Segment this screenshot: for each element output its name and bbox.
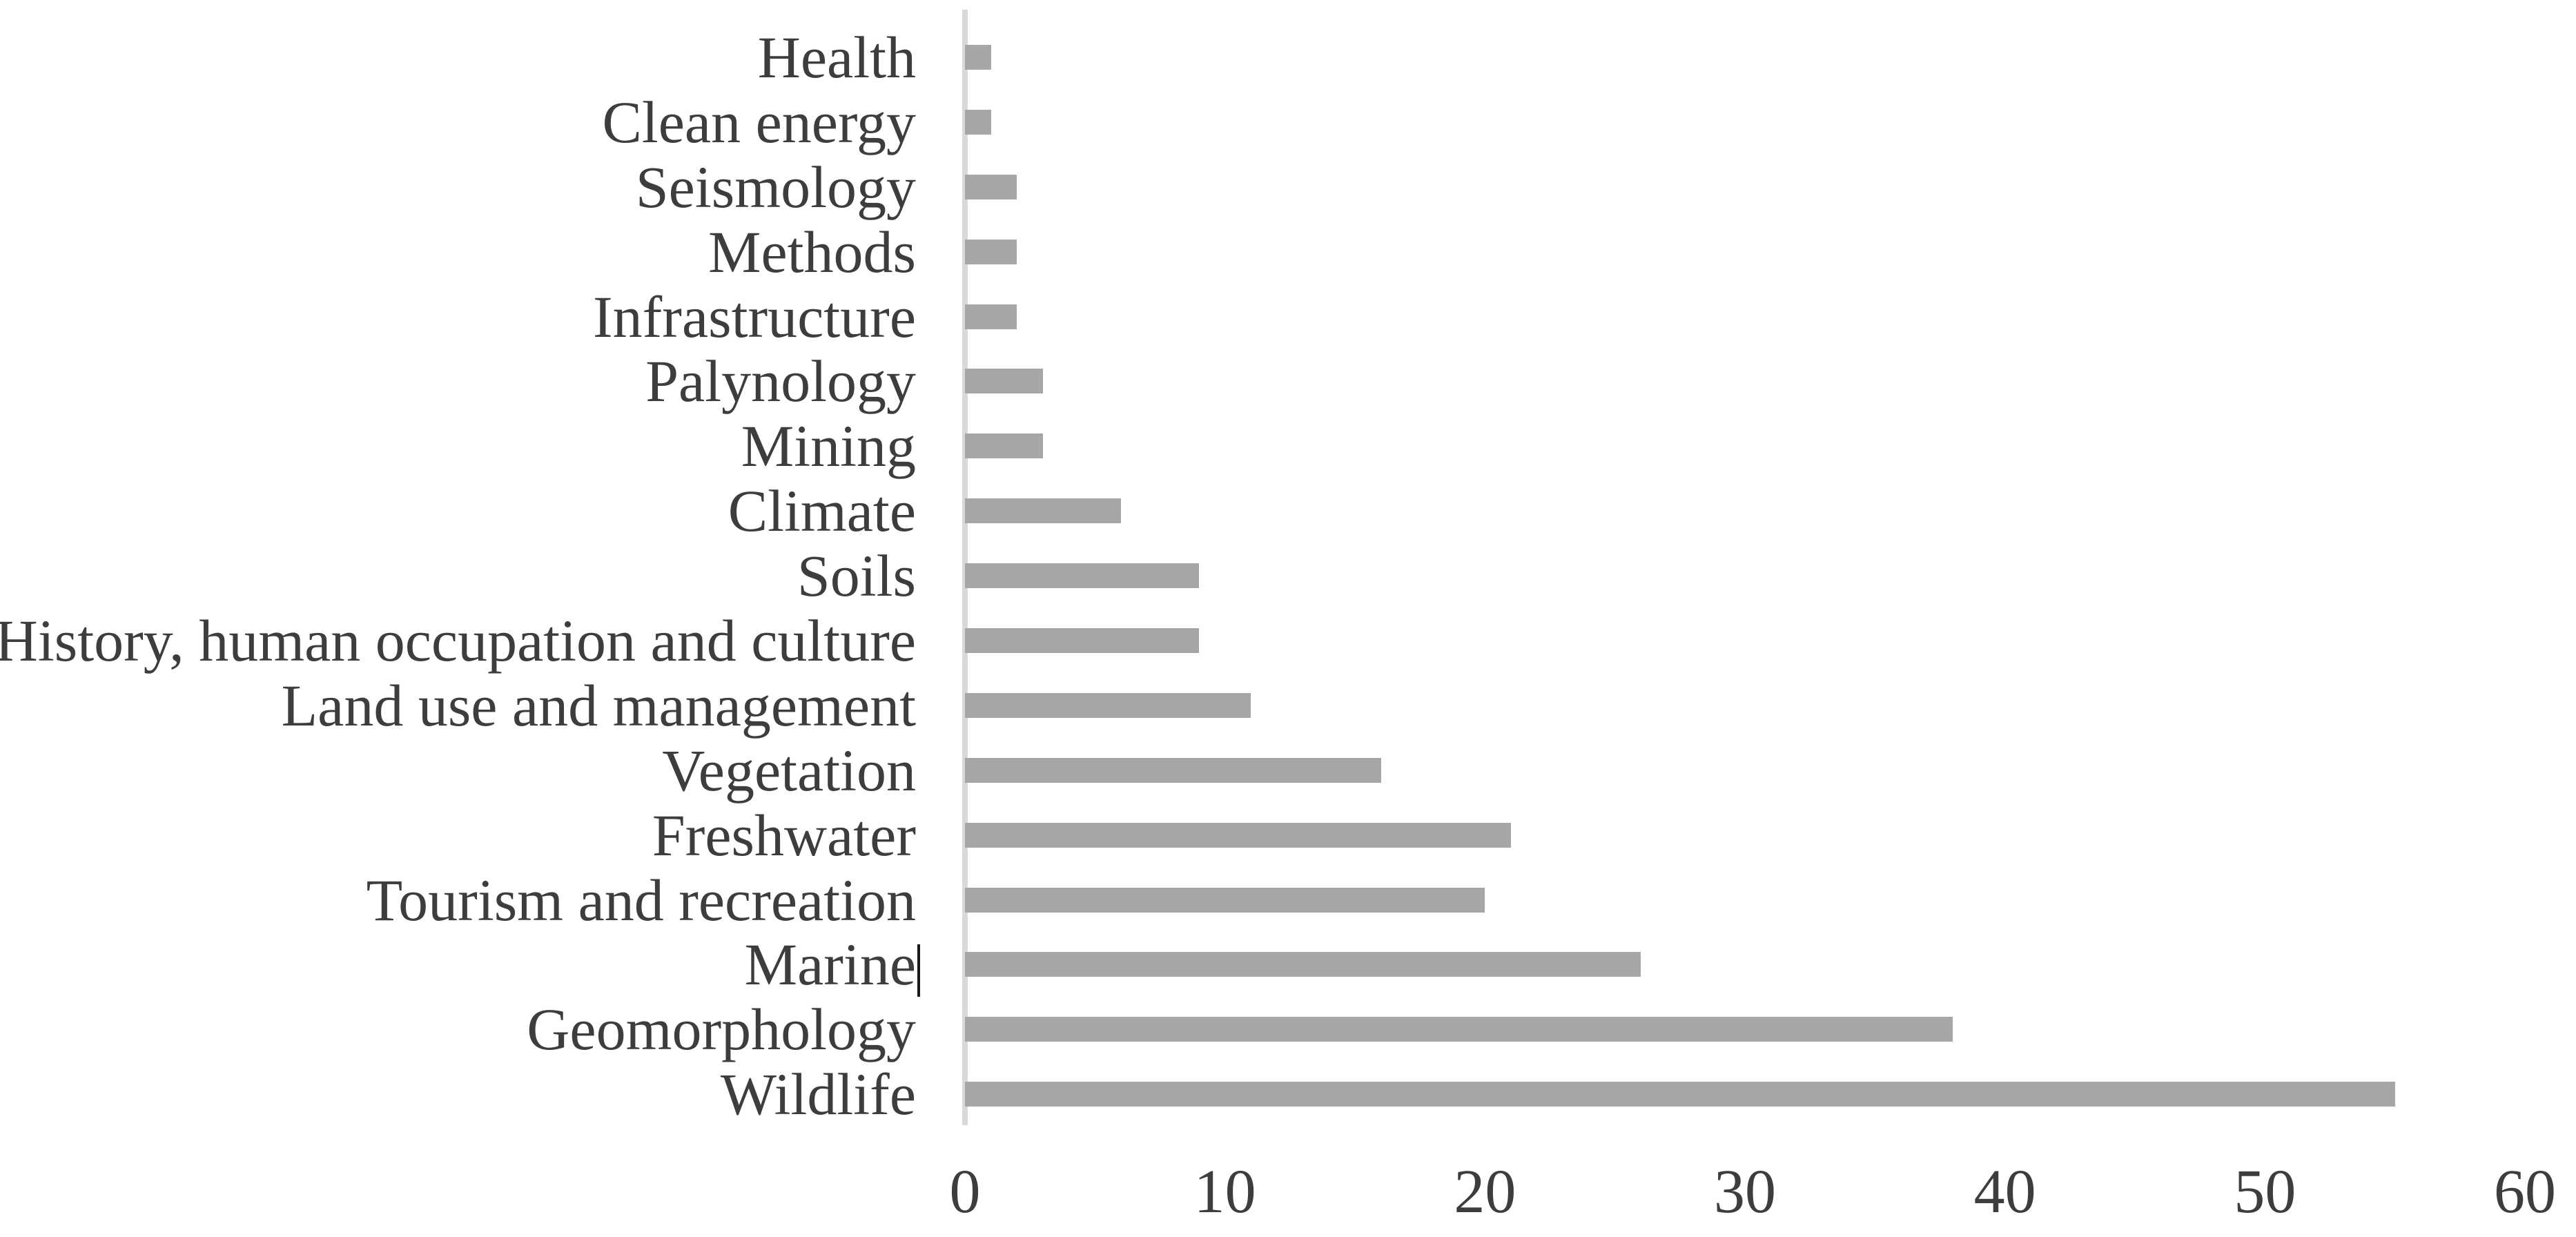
category-label: Methods [708,218,916,285]
bar-row: Freshwater [0,803,2576,868]
bar-row: Tourism and recreation [0,868,2576,933]
category-label: Palynology [645,348,916,415]
bar [965,498,1121,524]
x-axis-tick-label: 30 [1714,1158,1776,1226]
bar [965,563,1199,589]
bar-row: Palynology [0,349,2576,413]
x-axis-tick-label: 10 [1193,1158,1256,1226]
bar-track [965,1017,2525,1042]
bar [965,822,1511,848]
bar-track [965,174,2525,199]
bar [965,369,1043,394]
bar-row: Methods [0,220,2576,284]
bar-track [965,498,2525,524]
bar-track [965,887,2525,913]
bar-track [965,304,2525,329]
x-axis-tick-label: 40 [1973,1158,2036,1226]
x-axis-tick-label: 60 [2494,1158,2556,1226]
bar [965,434,1043,459]
bar-row: Infrastructure [0,284,2576,349]
bar-row: Marine [0,932,2576,997]
bar-row: Climate [0,478,2576,543]
category-label: Geomorphology [527,996,916,1063]
text-cursor-caret [917,944,920,997]
bar-track [965,239,2525,264]
bar [965,757,1381,783]
category-label: History, human occupation and culture [0,607,916,674]
category-label: Climate [728,478,916,545]
bar [965,1082,2395,1107]
category-label: Vegetation [662,737,916,803]
category-label: Land use and management [281,672,916,739]
x-axis-tick-label: 0 [949,1158,981,1226]
bar [965,952,1641,977]
category-label: Infrastructure [593,283,916,350]
bar-row: Seismology [0,155,2576,220]
category-label: Health [757,23,916,90]
bar [965,174,1017,199]
x-axis: 0 10 20 30 40 50 60 [950,1158,2557,1230]
bar [965,627,1199,653]
category-label: Tourism and recreation [366,866,916,933]
bar-track [965,369,2525,394]
category-label: Soils [797,543,916,610]
bar-row: Wildlife [0,1062,2576,1127]
category-label: Marine [744,931,916,998]
bar-rows: Health Clean energy Seismology Methods I… [0,25,2576,1127]
bar-row: Health [0,25,2576,90]
x-axis-tick-label: 50 [2234,1158,2296,1226]
bar [965,109,991,135]
bar-track [965,1082,2525,1107]
bar-track [965,109,2525,135]
bar [965,887,1485,913]
category-label: Freshwater [652,801,916,868]
bar-track [965,44,2525,70]
bar-row: Mining [0,413,2576,478]
bar-track [965,627,2525,653]
category-label: Clean energy [602,88,916,155]
bar-row: Soils [0,543,2576,608]
bar-row: Clean energy [0,90,2576,155]
bar [965,304,1017,329]
bar-track [965,692,2525,718]
category-label: Seismology [635,153,916,220]
category-label: Mining [741,413,916,480]
bar [965,44,991,70]
bar-track [965,563,2525,589]
bar-track [965,822,2525,848]
bar-track [965,952,2525,977]
bar [965,1017,1953,1042]
bar-track [965,434,2525,459]
x-axis-tick-label: 20 [1454,1158,1516,1226]
bar-row: Vegetation [0,738,2576,803]
bar-row: Land use and management [0,673,2576,738]
category-label: Wildlife [720,1061,916,1128]
bar-row: Geomorphology [0,997,2576,1062]
bar [965,239,1017,264]
bar [965,692,1251,718]
bar-track [965,757,2525,783]
bar-row: History, human occupation and culture [0,608,2576,673]
